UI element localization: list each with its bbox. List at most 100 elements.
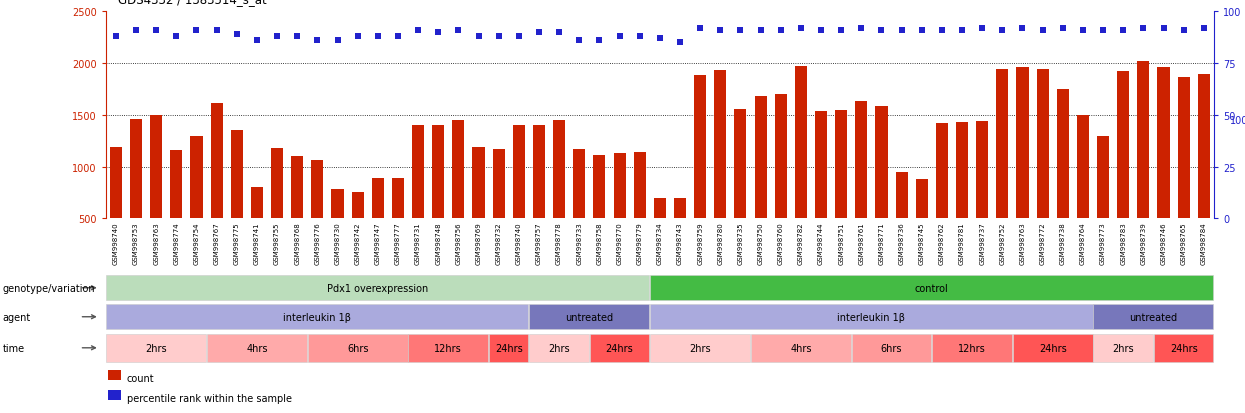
Bar — [1093, 305, 1214, 329]
Bar — [452, 121, 464, 219]
Bar — [895, 173, 908, 219]
Text: genotype/variation: genotype/variation — [2, 283, 95, 293]
Point — [711, 28, 731, 34]
Bar — [1013, 334, 1093, 362]
Point — [288, 34, 308, 40]
Bar — [933, 334, 1012, 362]
Bar — [493, 149, 504, 219]
Point — [549, 30, 569, 36]
Bar — [106, 276, 650, 300]
Bar — [489, 334, 528, 362]
Text: 2hrs: 2hrs — [690, 343, 711, 353]
Point — [1154, 26, 1174, 32]
Point — [791, 26, 810, 32]
Y-axis label: 100%: 100% — [1230, 116, 1245, 126]
Bar — [1097, 136, 1109, 219]
Bar — [1057, 90, 1068, 219]
Bar — [751, 334, 850, 362]
Bar — [106, 334, 207, 362]
Bar — [1158, 68, 1169, 219]
Point — [529, 30, 549, 36]
Point — [891, 28, 911, 34]
Text: 2hrs: 2hrs — [146, 343, 167, 353]
Bar — [654, 198, 666, 219]
Bar — [1178, 78, 1190, 219]
Point — [408, 28, 428, 34]
Bar — [291, 157, 304, 219]
Bar — [774, 95, 787, 219]
Point — [751, 28, 771, 34]
Bar — [230, 131, 243, 219]
Bar — [129, 120, 142, 219]
Bar — [311, 161, 324, 219]
Bar — [695, 75, 706, 219]
Bar — [1093, 334, 1153, 362]
Bar — [372, 178, 383, 219]
Text: count: count — [127, 373, 154, 383]
Point — [911, 28, 931, 34]
Bar — [996, 70, 1008, 219]
Text: 24hrs: 24hrs — [605, 343, 634, 353]
Text: 4hrs: 4hrs — [247, 343, 268, 353]
Bar — [614, 154, 625, 219]
Bar — [1198, 75, 1210, 219]
Point — [650, 36, 670, 43]
Point — [1012, 26, 1032, 32]
Text: percentile rank within the sample: percentile rank within the sample — [127, 393, 293, 403]
Text: interleukin 1β: interleukin 1β — [284, 312, 351, 322]
Point — [167, 34, 187, 40]
Bar — [754, 97, 767, 219]
Text: control: control — [915, 283, 949, 293]
Text: GDS4332 / 1383514_s_at: GDS4332 / 1383514_s_at — [118, 0, 266, 6]
Bar — [210, 103, 223, 219]
Bar — [855, 102, 868, 219]
Point — [448, 28, 468, 34]
Point — [933, 28, 952, 34]
Point — [308, 38, 327, 45]
Point — [872, 28, 891, 34]
Point — [1133, 26, 1153, 32]
Bar — [473, 148, 484, 219]
Bar — [650, 276, 1214, 300]
Point — [832, 28, 852, 34]
Point — [1032, 28, 1052, 34]
Text: 2hrs: 2hrs — [548, 343, 570, 353]
Bar — [151, 116, 162, 219]
Point — [1113, 28, 1133, 34]
Point — [569, 38, 589, 45]
Bar — [308, 334, 407, 362]
Point — [630, 34, 650, 40]
Text: 2hrs: 2hrs — [1112, 343, 1134, 353]
Bar — [331, 190, 344, 219]
Point — [1194, 26, 1214, 32]
Point — [428, 30, 448, 36]
Point — [1073, 28, 1093, 34]
Point — [852, 26, 871, 32]
Text: interleukin 1β: interleukin 1β — [838, 312, 905, 322]
Bar — [976, 121, 989, 219]
Text: 12hrs: 12hrs — [959, 343, 986, 353]
Point — [268, 34, 288, 40]
Bar — [594, 155, 605, 219]
Point — [126, 28, 146, 34]
Point — [489, 34, 509, 40]
Bar — [852, 334, 931, 362]
Bar — [794, 66, 807, 219]
Point — [1093, 28, 1113, 34]
Text: 4hrs: 4hrs — [791, 343, 812, 353]
Bar — [715, 71, 726, 219]
Bar — [106, 305, 528, 329]
Point — [952, 28, 972, 34]
Point — [347, 34, 367, 40]
Text: 24hrs: 24hrs — [1038, 343, 1067, 353]
Bar — [190, 136, 203, 219]
Bar — [835, 111, 847, 219]
Bar — [171, 151, 182, 219]
Point — [327, 38, 347, 45]
Bar — [936, 123, 947, 219]
Point — [992, 28, 1012, 34]
Bar — [590, 334, 650, 362]
Bar — [207, 334, 306, 362]
Bar — [408, 334, 488, 362]
Text: untreated: untreated — [1129, 312, 1178, 322]
